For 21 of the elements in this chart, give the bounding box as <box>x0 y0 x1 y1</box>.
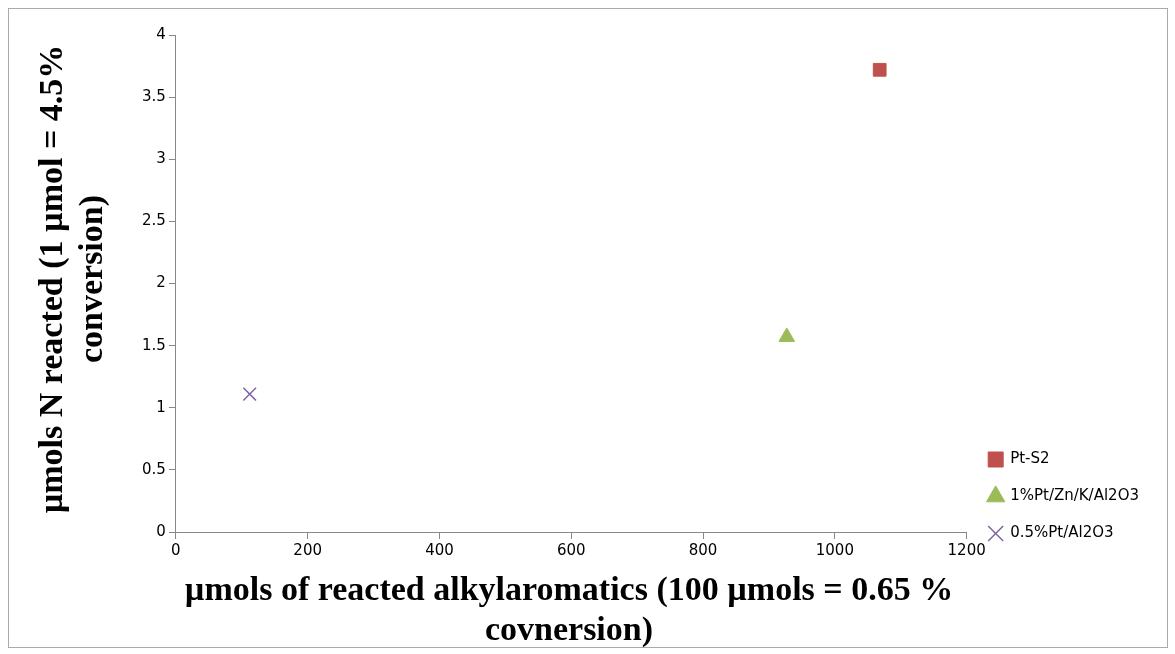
y-tick-label: 0.5 <box>142 459 166 478</box>
x-tick-label: 1000 <box>815 540 854 559</box>
x-axis-title: µmols of reacted alkylaromatics (100 µmols = 0.65 % covnersion) <box>183 569 955 649</box>
y-axis-title: µmols N reacted (1 µmol = 4.5% conversion) <box>31 43 110 516</box>
x-tick-label: 200 <box>293 540 322 559</box>
legend-label: 0.5%Pt/Al2O3 <box>1010 523 1114 542</box>
x-tick-label: 1200 <box>947 540 986 559</box>
y-tick-label: 1 <box>156 397 166 416</box>
x-tick-label: 0 <box>171 540 181 559</box>
y-tick-label: 3 <box>156 149 166 168</box>
x-tick-label: 400 <box>425 540 454 559</box>
x-tick-label: 800 <box>688 540 718 559</box>
x-tick-label: 600 <box>556 540 586 559</box>
y-tick-label: 1.5 <box>142 335 166 354</box>
y-tick-label: 4 <box>156 24 166 43</box>
y-tick-label: 0 <box>156 521 166 540</box>
legend-label: 1%Pt/Zn/K/Al2O3 <box>1010 486 1139 505</box>
y-tick-label: 2 <box>156 273 166 292</box>
legend-label: Pt-S2 <box>1010 449 1050 468</box>
y-tick-label: 3.5 <box>142 87 166 106</box>
y-tick-label: 2.5 <box>142 211 166 230</box>
